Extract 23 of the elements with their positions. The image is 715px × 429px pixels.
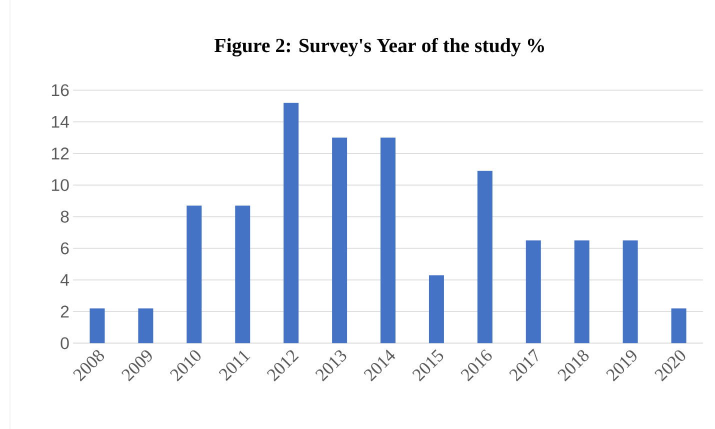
bar (186, 205, 202, 344)
bar (138, 308, 154, 344)
bar (622, 240, 638, 344)
bar (284, 102, 299, 344)
y-tick-label: 2 (60, 305, 69, 318)
bar (671, 308, 686, 344)
y-tick-label: 16 (52, 84, 69, 96)
bar (90, 308, 105, 344)
bar (526, 240, 541, 344)
y-tick-label: 8 (60, 210, 69, 223)
y-tick-label: 4 (60, 274, 69, 286)
y-tick-label: 10 (52, 178, 69, 191)
bar (428, 275, 444, 344)
chart-title: Figure 2: Survey's Year of the study % (214, 38, 544, 56)
bar (477, 170, 492, 344)
bar (380, 137, 396, 344)
bar (235, 205, 250, 344)
bar (574, 240, 590, 344)
y-tick-label: 14 (52, 116, 69, 128)
y-tick-label: 12 (52, 147, 69, 160)
y-tick-label: 6 (60, 242, 69, 254)
bar (332, 137, 348, 344)
y-tick-label: 0 (60, 337, 69, 350)
